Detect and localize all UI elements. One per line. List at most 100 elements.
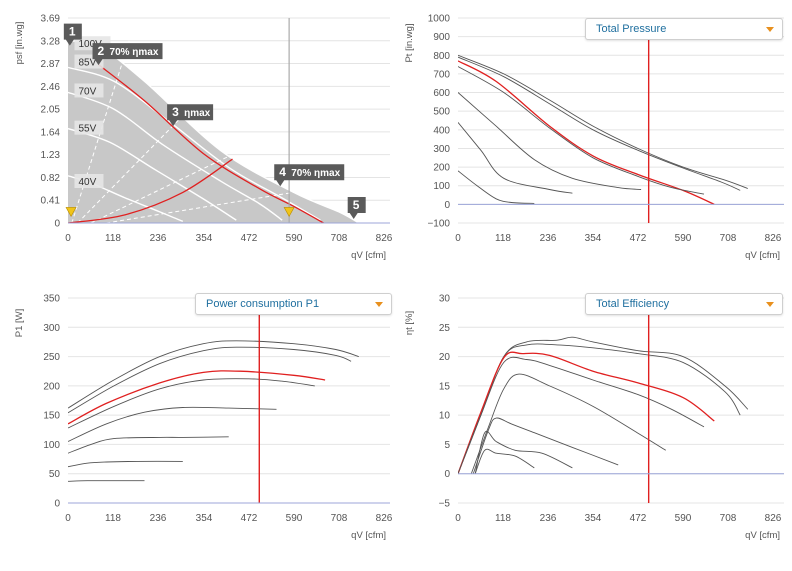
pressure-field-y-tick-label: 2.87 xyxy=(41,59,61,70)
total-pressure-y-tick-label: 100 xyxy=(433,181,450,192)
series-line xyxy=(474,448,535,474)
speed-label: 85V xyxy=(78,58,96,69)
point-badge[interactable] xyxy=(274,164,345,187)
total-pressure-y-tick-label: 1000 xyxy=(428,14,451,25)
pressure-field-y-tick-label: 0.41 xyxy=(41,196,61,207)
speed-label: 55V xyxy=(78,124,96,135)
series-line xyxy=(470,373,667,474)
chart-select-power-consumption[interactable]: Power consumption P1 xyxy=(195,293,392,315)
pressure-field-y-tick-label: 2.46 xyxy=(41,82,61,93)
chart-select-label: Power consumption P1 xyxy=(206,298,320,310)
total-efficiency-y-tick-label: 25 xyxy=(439,323,451,334)
power-consumption-y-tick-label: 200 xyxy=(43,381,60,392)
power-consumption-x-axis-label: qV [cfm] xyxy=(351,530,386,541)
total-efficiency-y-tick-label: 0 xyxy=(444,469,450,480)
point-badge-number: 2 xyxy=(98,44,105,58)
speed-label: 40V xyxy=(78,177,96,188)
pressure-field-x-tick-label: 0 xyxy=(65,233,71,244)
power-consumption-y-tick-label: 300 xyxy=(43,323,60,334)
total-pressure-y-tick-label: 500 xyxy=(433,107,450,118)
power-consumption-x-tick-label: 708 xyxy=(331,513,348,524)
series-line xyxy=(68,480,145,482)
series-line xyxy=(458,122,573,194)
total-pressure-x-tick-label: 708 xyxy=(720,233,737,244)
series-line-selected xyxy=(458,60,715,205)
operating-curve xyxy=(98,64,324,223)
total-efficiency-x-tick-label: 354 xyxy=(585,513,602,524)
total-efficiency-y-tick-label: 5 xyxy=(444,440,450,451)
series-line xyxy=(458,56,741,191)
series-line xyxy=(68,340,359,409)
point-badge-text: ηmax xyxy=(184,108,211,119)
point-badge-number: 4 xyxy=(279,165,286,179)
total-pressure-y-tick-label: 300 xyxy=(433,144,450,155)
speed-label: 100V xyxy=(78,39,102,50)
operating-field xyxy=(68,40,359,223)
total-pressure-plot-area xyxy=(458,18,748,223)
pressure-field-x-tick-label: 590 xyxy=(286,233,303,244)
pressure-field-y-tick-label: 1.23 xyxy=(41,150,61,161)
total-pressure-x-tick-label: 354 xyxy=(585,233,602,244)
speed-label: 70V xyxy=(78,86,96,97)
total-pressure-y-tick-label: −100 xyxy=(427,219,450,230)
system-curve xyxy=(68,158,233,223)
total-pressure-y-tick-label: 600 xyxy=(433,88,450,99)
total-efficiency-y-axis-label: ηt [%] xyxy=(404,311,415,335)
power-consumption-y-tick-label: 350 xyxy=(43,294,60,305)
series-line xyxy=(458,356,705,474)
total-pressure-y-tick-label: 200 xyxy=(433,163,450,174)
total-pressure-x-tick-label: 590 xyxy=(675,233,692,244)
speed-label-bg xyxy=(74,83,104,98)
speed-label-bg xyxy=(74,120,104,135)
series-line xyxy=(458,336,749,474)
point-badge[interactable] xyxy=(347,197,366,219)
series-line xyxy=(472,417,619,474)
pressure-field-x-tick-label: 826 xyxy=(376,233,393,244)
total-efficiency-y-tick-label: 20 xyxy=(439,352,451,363)
point-badge[interactable] xyxy=(167,104,214,127)
speed-curve xyxy=(68,91,283,221)
point-badge-number: 3 xyxy=(172,105,179,119)
pressure-field-x-axis-label: qV [cfm] xyxy=(351,250,386,261)
warning-marker-icon[interactable] xyxy=(65,207,77,218)
chart-select-total-pressure[interactable]: Total Pressure xyxy=(585,18,783,40)
chevron-down-icon xyxy=(766,301,774,307)
pressure-field-x-tick-label: 472 xyxy=(241,233,258,244)
chevron-down-icon xyxy=(766,26,774,32)
series-line xyxy=(458,66,705,195)
series-line-selected xyxy=(68,370,326,425)
series-line xyxy=(458,54,748,189)
pressure-field-y-tick-label: 0 xyxy=(54,219,60,230)
total-pressure-x-axis-label: qV [cfm] xyxy=(745,250,780,261)
power-consumption-y-tick-label: 100 xyxy=(43,440,60,451)
pressure-field-y-tick-label: 0.82 xyxy=(41,173,61,184)
speed-curve xyxy=(68,66,321,221)
power-consumption-y-tick-label: 250 xyxy=(43,352,60,363)
series-line xyxy=(458,170,535,204)
power-consumption-plot-area xyxy=(68,298,359,503)
pressure-field-y-tick-label: 1.64 xyxy=(41,127,61,138)
chart-select-total-efficiency[interactable]: Total Efficiency xyxy=(585,293,783,315)
total-efficiency-x-tick-label: 118 xyxy=(495,513,511,524)
pressure-field-x-tick-label: 118 xyxy=(105,233,121,244)
total-efficiency-x-tick-label: 0 xyxy=(455,513,461,524)
efficiency-line xyxy=(77,111,187,223)
power-consumption-x-tick-label: 354 xyxy=(196,513,213,524)
power-consumption-x-tick-label: 118 xyxy=(105,513,121,524)
total-pressure-y-tick-label: 700 xyxy=(433,69,450,80)
pressure-field-y-tick-label: 3.69 xyxy=(41,14,61,25)
warning-marker-icon[interactable] xyxy=(283,207,295,218)
point-badge[interactable] xyxy=(92,43,163,66)
pressure-field-x-tick-label: 708 xyxy=(331,233,348,244)
total-pressure-y-axis-label: Pt [in.wg] xyxy=(404,23,415,62)
point-badge[interactable] xyxy=(63,23,82,46)
point-badge-text: 70% ηmax xyxy=(291,168,340,179)
total-pressure-x-tick-label: 472 xyxy=(630,233,647,244)
total-efficiency-x-tick-label: 472 xyxy=(630,513,647,524)
power-consumption-x-tick-label: 826 xyxy=(376,513,393,524)
pressure-field-y-axis-label: psf [in.wg] xyxy=(14,22,25,65)
series-line xyxy=(68,460,183,468)
total-efficiency-y-tick-label: −5 xyxy=(439,499,451,510)
pressure-field-y-tick-label: 2.05 xyxy=(41,105,61,116)
point-badge-number: 5 xyxy=(353,198,360,212)
